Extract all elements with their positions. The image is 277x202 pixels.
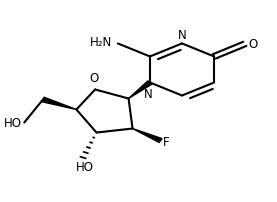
Text: O: O — [248, 38, 257, 51]
Text: N: N — [143, 88, 152, 101]
Text: HO: HO — [75, 160, 93, 173]
Polygon shape — [129, 82, 152, 99]
Polygon shape — [42, 98, 76, 110]
Text: H₂N: H₂N — [90, 36, 112, 49]
Text: N: N — [178, 29, 187, 42]
Polygon shape — [133, 129, 162, 143]
Text: O: O — [89, 72, 98, 84]
Text: F: F — [163, 135, 170, 148]
Text: HO: HO — [4, 116, 22, 129]
